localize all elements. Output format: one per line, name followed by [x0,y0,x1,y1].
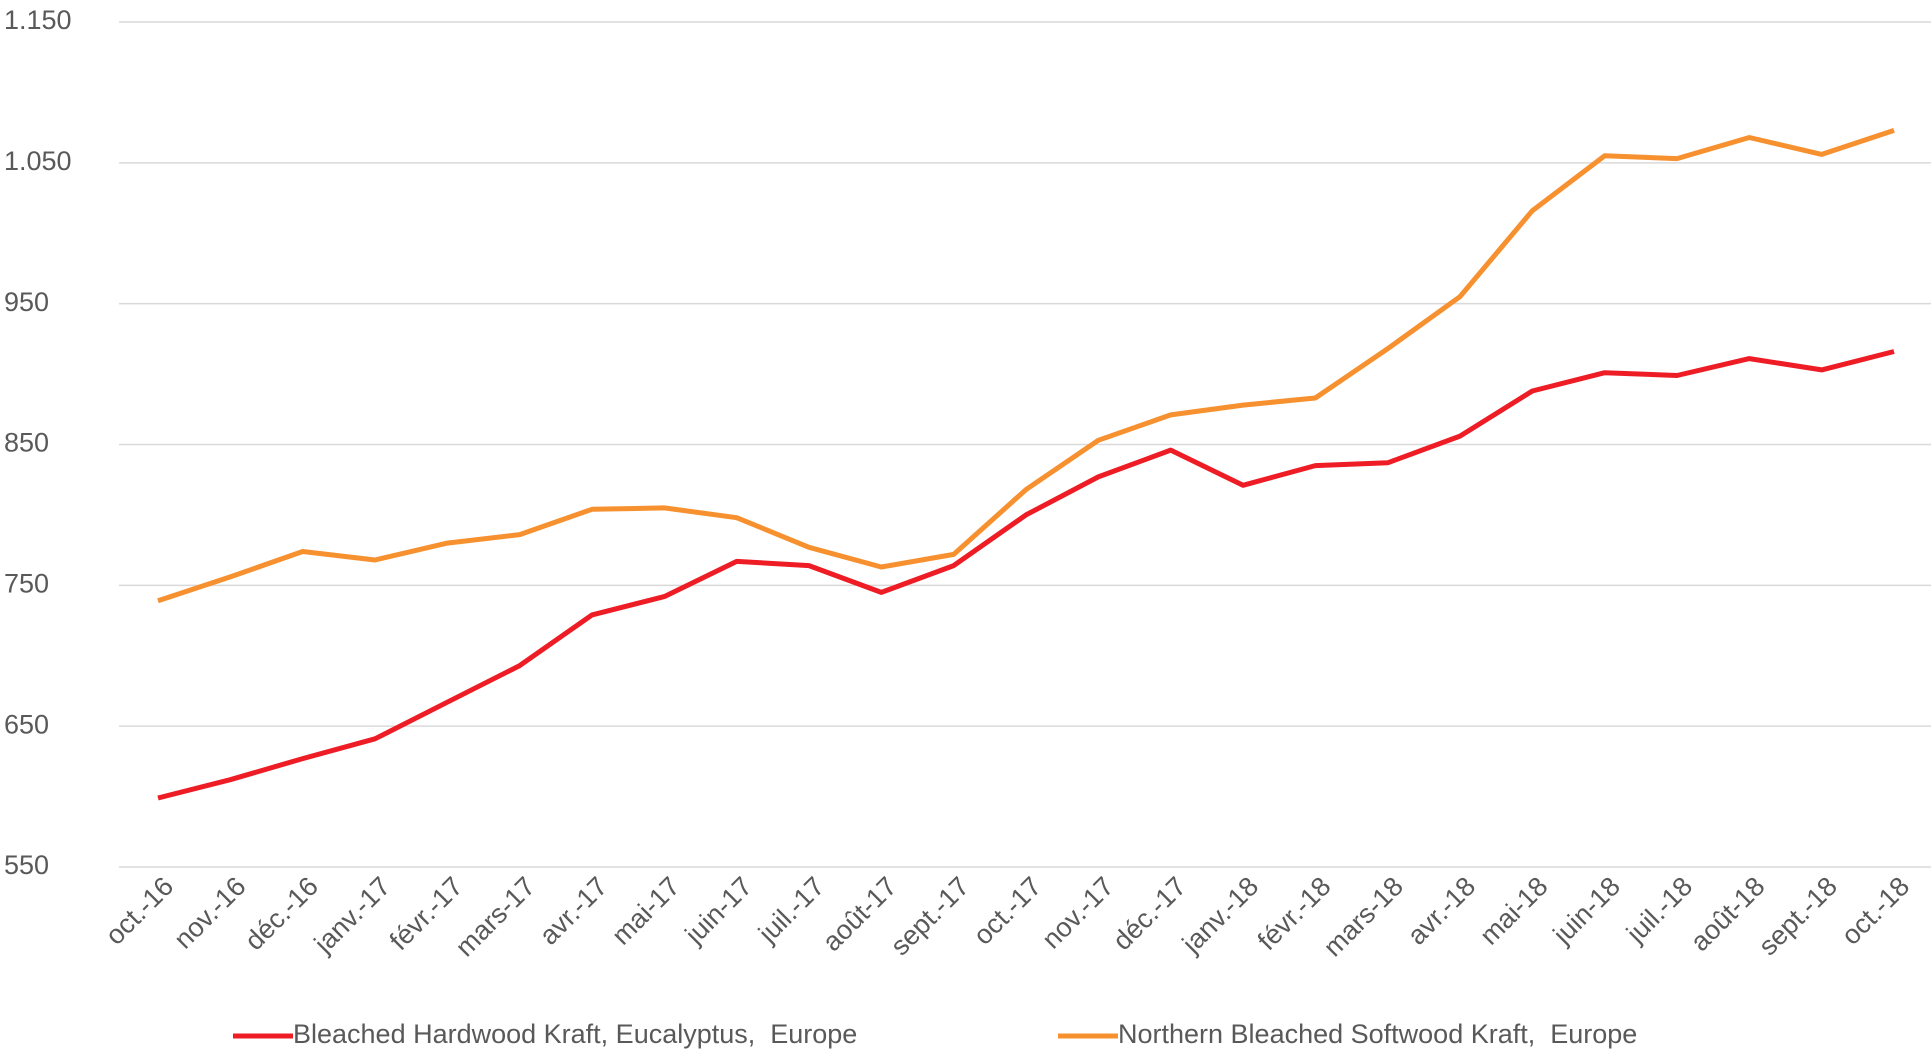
y-tick-label: 950 [4,287,49,317]
x-tick-label: oct.-16 [100,871,180,951]
x-tick-label: juin-17 [679,871,758,950]
x-tick-label: déc.-17 [1107,871,1192,956]
y-tick-label: 1.150 [4,5,72,35]
x-tick-label: janv.-18 [1176,871,1264,959]
x-tick-label: mars-18 [1318,871,1409,962]
x-tick-label: sept.-18 [1753,871,1843,961]
x-tick-label: nov.-17 [1036,871,1119,954]
y-tick-label: 550 [4,850,49,880]
y-tick-label: 750 [4,568,49,598]
y-tick-label: 650 [4,709,49,739]
x-tick-label: avr.-17 [534,871,614,951]
x-tick-label: déc.-16 [239,871,324,956]
y-tick-label: 850 [4,428,49,458]
legend-label: Northern Bleached Softwood Kraft, Europe [1118,1019,1637,1049]
x-tick-label: avr.-18 [1402,871,1482,951]
x-tick-label: juin-18 [1547,871,1626,950]
x-tick-label: mai-17 [606,871,686,951]
x-tick-label: mars-17 [450,871,541,962]
y-tick-label: 1.050 [4,146,72,176]
series-line [157,349,1895,801]
x-tick-label: oct.-17 [968,871,1048,951]
x-tick-label: oct.-18 [1836,871,1916,951]
x-tick-label: mai-18 [1474,871,1554,951]
x-tick-label: nov.-16 [168,871,251,954]
legend-label: Bleached Hardwood Kraft, Eucalyptus, Eur… [293,1019,857,1049]
series-line [157,128,1895,604]
x-tick-label: sept.-17 [885,871,975,961]
x-tick-label: janv.-17 [308,871,396,959]
